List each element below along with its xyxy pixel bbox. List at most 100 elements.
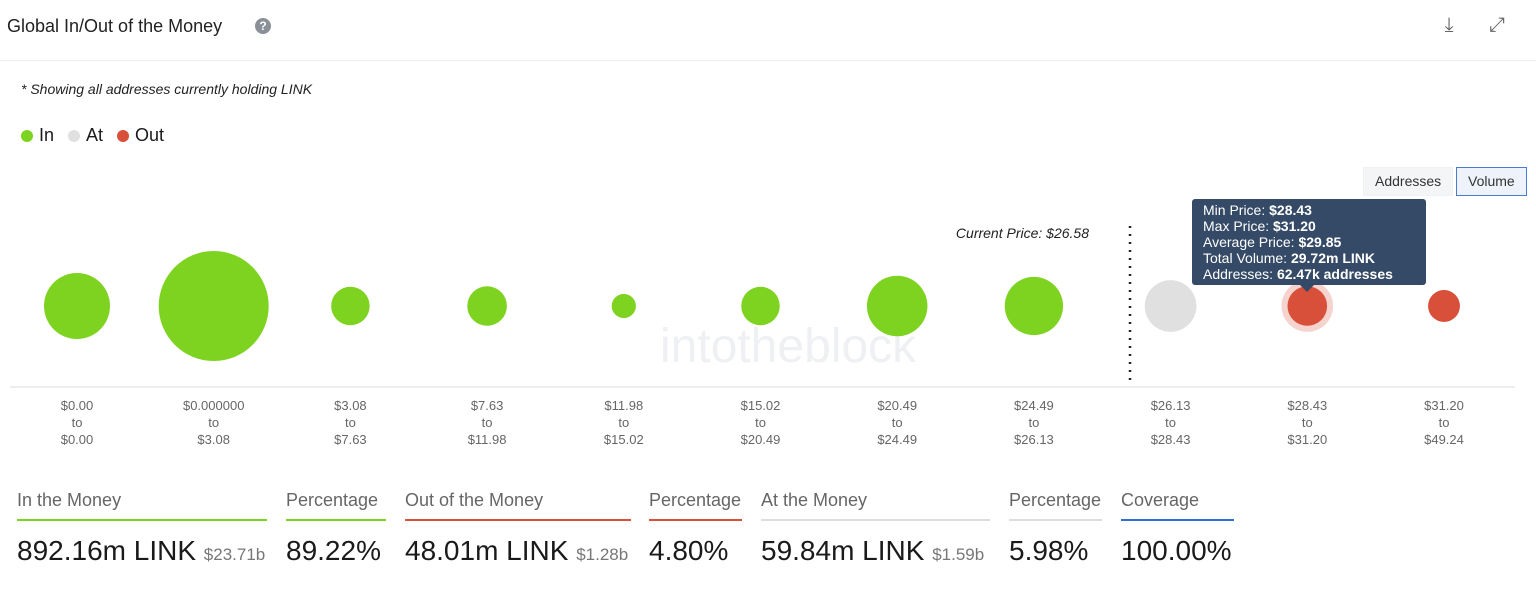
current-price-label: Current Price: $26.58: [956, 225, 1089, 241]
stat-label: In the Money: [17, 490, 267, 521]
bubble-in[interactable]: [741, 286, 780, 326]
download-icon[interactable]: ⤓: [1444, 14, 1454, 36]
tooltip-volume: 29.72m LINK: [1290, 250, 1375, 266]
stat-3: Percentage 4.80%: [649, 490, 742, 567]
stat-1: Percentage 89.22%: [286, 490, 386, 567]
x-tick-label: to: [208, 415, 219, 430]
x-tick-label: to: [1302, 415, 1313, 430]
x-tick-label: $15.02: [604, 432, 644, 447]
chart-title: Global In/Out of the Money: [7, 16, 223, 36]
stat-value: 48.01m LINK $1.28b: [405, 535, 631, 567]
stat-value-text: 100.00%: [1121, 535, 1232, 566]
stat-value: 100.00%: [1121, 535, 1234, 567]
x-tick-label: to: [72, 415, 83, 430]
bubble-in[interactable]: [1004, 276, 1064, 336]
stat-value-text: 48.01m LINK: [405, 535, 569, 566]
stat-label: Percentage: [649, 490, 742, 521]
stat-2: Out of the Money 48.01m LINK $1.28b: [405, 490, 631, 567]
fullscreen-icon[interactable]: ⤢: [1489, 14, 1505, 36]
stat-value: 5.98%: [1009, 535, 1102, 567]
addresses-toggle[interactable]: Addresses: [1363, 167, 1454, 196]
x-tick-label: $7.63: [334, 432, 367, 447]
x-tick-label: $11.98: [468, 432, 507, 447]
stat-value: 89.22%: [286, 535, 386, 567]
stat-sub: $23.71b: [203, 545, 266, 564]
legend-out[interactable]: Out: [117, 125, 164, 146]
x-tick-label: $26.13: [1014, 432, 1054, 447]
help-icon[interactable]: ?: [255, 18, 271, 34]
bubble-in[interactable]: [158, 251, 269, 361]
x-tick-label: $15.02: [741, 398, 781, 413]
x-tick-label: $24.49: [877, 432, 917, 447]
at-dot-icon: [68, 129, 81, 142]
x-tick-label: to: [618, 415, 629, 430]
tooltip-avg: $29.85: [1298, 234, 1342, 250]
x-tick-label: to: [892, 415, 903, 430]
stat-4: At the Money 59.84m LINK $1.59b: [761, 490, 990, 567]
volume-toggle[interactable]: Volume: [1456, 167, 1527, 196]
x-tick-label: $0.00: [61, 398, 94, 413]
watermark: intotheblock: [660, 320, 917, 373]
x-tick-label: $20.49: [741, 432, 781, 447]
x-tick-label: $11.98: [604, 398, 643, 413]
stat-label: Percentage: [286, 490, 386, 521]
x-tick-label: $28.43: [1151, 432, 1191, 447]
legend-label: In: [39, 125, 55, 145]
x-tick-label: $31.20: [1424, 398, 1464, 413]
bubble-in[interactable]: [611, 293, 636, 319]
bubble-in[interactable]: [467, 286, 507, 326]
note: * Showing all addresses currently holdin…: [21, 81, 313, 97]
x-tick-label: $31.20: [1287, 432, 1327, 447]
bubble-at[interactable]: [1144, 280, 1197, 332]
bubble-in[interactable]: [866, 275, 928, 337]
legend-label: At: [86, 125, 104, 145]
stat-value-text: 892.16m LINK: [17, 535, 196, 566]
stat-5: Percentage 5.98%: [1009, 490, 1102, 567]
tooltip-label: Max Price:: [1203, 218, 1270, 234]
bubble-out[interactable]: [1428, 290, 1460, 322]
stat-sub: $1.28b: [576, 545, 629, 564]
bubble-in[interactable]: [331, 286, 370, 326]
stat-0: In the Money 892.16m LINK $23.71b: [17, 490, 267, 567]
stat-label: Percentage: [1009, 490, 1102, 521]
out-dot-icon: [117, 129, 130, 142]
legend-in[interactable]: In: [21, 125, 54, 146]
stat-value-text: 59.84m LINK: [761, 535, 925, 566]
tooltip-max: $31.20: [1273, 218, 1316, 234]
stat-label: Out of the Money: [405, 490, 631, 521]
stat-value-text: 4.80%: [649, 535, 729, 566]
tooltip-label: Min Price:: [1203, 202, 1266, 218]
x-tick-label: to: [1439, 415, 1450, 430]
x-tick-label: to: [345, 415, 356, 430]
x-tick-label: $20.49: [877, 398, 917, 413]
x-tick-label: to: [1165, 415, 1176, 430]
tooltip-addresses: 62.47k addresses: [1276, 266, 1393, 282]
x-tick-label: to: [1028, 415, 1039, 430]
legend-at[interactable]: At: [68, 125, 103, 146]
stat-6: Coverage 100.00%: [1121, 490, 1234, 567]
stat-label: Coverage: [1121, 490, 1234, 521]
bubble-out[interactable]: [1287, 286, 1328, 326]
stat-value: 59.84m LINK $1.59b: [761, 535, 990, 567]
stat-label: At the Money: [761, 490, 990, 521]
x-tick-label: $26.13: [1151, 398, 1191, 413]
stat-value: 892.16m LINK $23.71b: [17, 535, 267, 567]
bubble-in[interactable]: [44, 273, 110, 339]
tooltip-min: $28.43: [1269, 202, 1312, 218]
x-tick-label: $0.000000: [183, 398, 244, 413]
legend-label: Out: [135, 125, 165, 145]
header: Global In/Out of the Money ? ⤓ ⤢: [0, 0, 1536, 61]
tooltip-label: Average Price:: [1203, 234, 1295, 250]
tooltip-label: Total Volume:: [1203, 250, 1288, 266]
stat-value: 4.80%: [649, 535, 742, 567]
stat-value-text: 5.98%: [1009, 535, 1089, 566]
bubble-chart: intotheblock Current Price: $26.58 $0.00 to…: [10, 225, 1515, 447]
x-tick-label: $28.43: [1287, 398, 1327, 413]
x-tick-label: $3.08: [334, 398, 367, 413]
x-tick-label: $49.24: [1424, 432, 1464, 447]
tooltip: Min Price: $28.43 Max Price: $31.20 Aver…: [1192, 199, 1426, 292]
x-tick-label: to: [755, 415, 766, 430]
x-tick-label: to: [482, 415, 493, 430]
x-tick-label: $7.63: [471, 398, 504, 413]
x-tick-label: $0.00: [61, 432, 94, 447]
